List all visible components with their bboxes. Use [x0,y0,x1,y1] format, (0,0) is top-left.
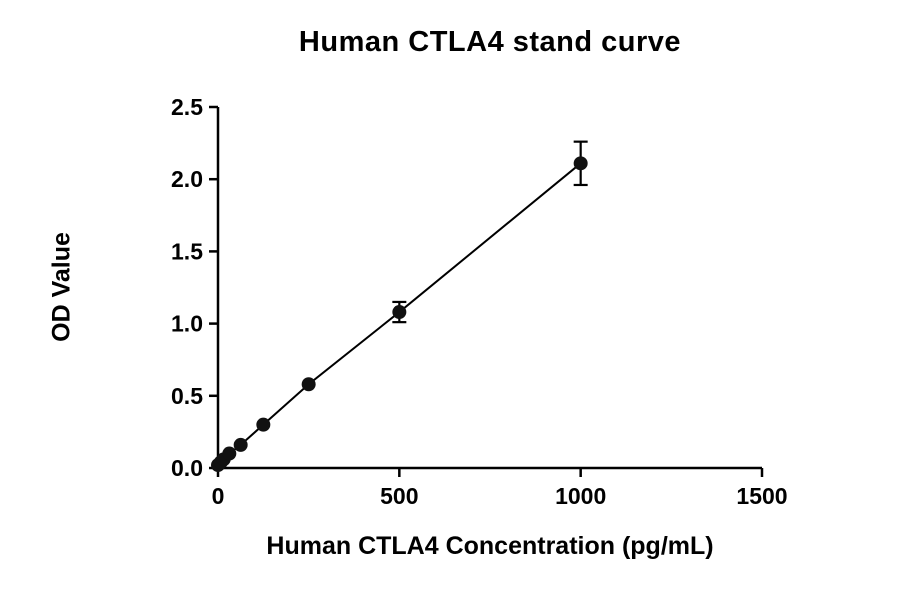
y-tick-label: 0.0 [171,455,203,481]
data-point-marker [222,446,237,461]
y-tick-label: 2.5 [171,94,203,120]
x-tick-label: 500 [380,483,418,509]
x-axis-label: Human CTLA4 Concentration (pg/mL) [266,532,714,560]
y-tick-label: 0.5 [171,383,203,409]
x-tick-label: 1500 [736,483,787,509]
x-tick-label: 1000 [555,483,606,509]
data-point-marker [573,156,588,171]
data-point-marker [256,417,271,432]
data-point-marker [233,437,248,452]
data-point-marker [392,305,407,320]
y-tick-label: 2.0 [171,166,203,192]
chart-title: Human CTLA4 stand curve [298,26,682,58]
data-point-marker [301,377,316,392]
y-axis-label-text: OD Value [47,232,76,342]
y-tick-label: 1.5 [171,238,203,264]
x-tick-label: 0 [212,483,225,509]
y-tick-label: 1.0 [171,311,203,337]
